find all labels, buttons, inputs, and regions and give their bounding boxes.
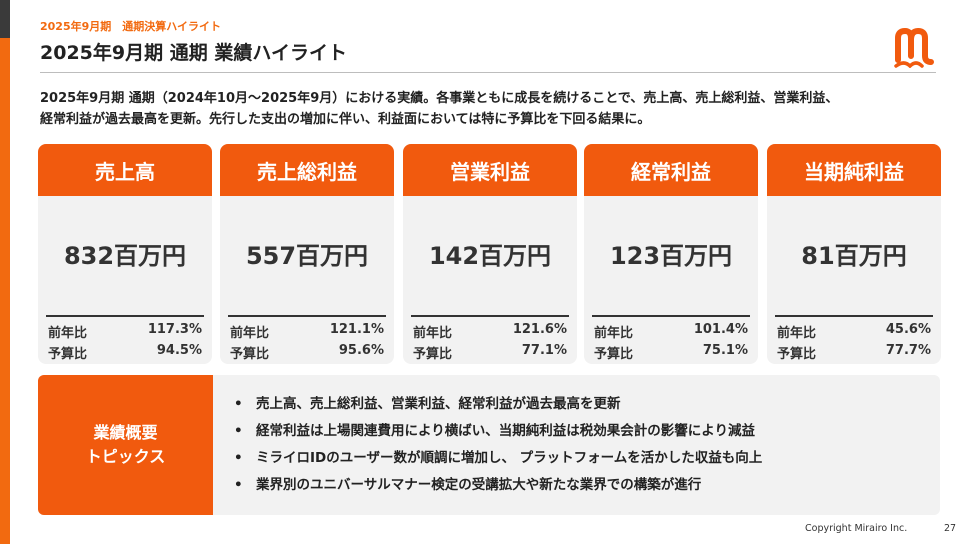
topic-text: ミライロIDのユーザー数が順調に増加し、 プラットフォームを活かした収益も向上 xyxy=(256,450,763,466)
metric-budget-label: 予算比 xyxy=(48,347,88,362)
metric-budget-value: 94.5% xyxy=(156,343,202,358)
metric-yoy-row: 前年比 121.1% xyxy=(230,322,384,341)
metric-card-ordinary-profit: 経常利益 123百万円 前年比 101.4% 予算比 75.1% xyxy=(584,144,758,364)
intro-line-2: 経常利益が過去最高を更新。先行した支出の増加に伴い、利益面においては特に予算比を… xyxy=(40,112,651,127)
metric-yoy-value: 121.6% xyxy=(512,322,567,337)
metric-budget-label: 予算比 xyxy=(230,347,270,362)
copyright-text: Copyright Mirairo Inc. xyxy=(805,523,908,534)
metric-card-value: 142百万円 xyxy=(428,242,552,270)
metric-yoy-label: 前年比 xyxy=(230,326,270,341)
list-item: • 業界別のユニバーサルマナー検定の受講拡大や新たな業界での構築が進行 xyxy=(234,475,762,502)
metric-card-value: 557百万円 xyxy=(245,242,369,270)
metric-budget-label: 予算比 xyxy=(413,347,453,362)
topics-label-line-2: トピックス xyxy=(85,447,166,466)
metric-budget-row: 予算比 77.1% xyxy=(413,343,567,362)
metric-card-value: 81百万円 xyxy=(801,242,907,270)
metric-yoy-row: 前年比 121.6% xyxy=(413,322,567,341)
metric-yoy-row: 前年比 45.6% xyxy=(777,322,931,341)
metric-card-value: 832百万円 xyxy=(63,242,187,270)
metric-card-title: 売上高 xyxy=(38,144,212,196)
page-title: 2025年9月期 通期 業績ハイライト xyxy=(40,42,347,64)
metric-budget-value: 77.7% xyxy=(885,343,931,358)
topic-text: 経常利益は上場関連費用により横ばい、当期純利益は税効果会計の影響により減益 xyxy=(256,423,755,439)
title-divider xyxy=(40,72,936,73)
mirairo-logo-icon xyxy=(894,28,934,68)
metric-budget-value: 75.1% xyxy=(702,343,748,358)
list-item: • ミライロIDのユーザー数が順調に増加し、 プラットフォームを活かした収益も向… xyxy=(234,448,762,475)
metric-card-value: 123百万円 xyxy=(609,242,733,270)
metric-yoy-value: 121.1% xyxy=(329,322,384,337)
metric-budget-value: 77.1% xyxy=(521,343,567,358)
metric-yoy-value: 117.3% xyxy=(147,322,202,337)
topics-label: 業績概要 トピックス xyxy=(38,375,213,515)
bullet-icon: • xyxy=(234,477,243,493)
metric-card-title: 売上総利益 xyxy=(220,144,394,196)
topics-label-line-1: 業績概要 xyxy=(93,423,158,442)
metric-yoy-label: 前年比 xyxy=(594,326,634,341)
metric-yoy-row: 前年比 117.3% xyxy=(48,322,202,341)
metric-budget-row: 予算比 95.6% xyxy=(230,343,384,362)
metric-budget-value: 95.6% xyxy=(338,343,384,358)
metric-budget-row: 予算比 75.1% xyxy=(594,343,748,362)
bullet-icon: • xyxy=(234,450,243,466)
metric-card-title: 当期純利益 xyxy=(767,144,941,196)
metric-card-gross-profit: 売上総利益 557百万円 前年比 121.1% 予算比 95.6% xyxy=(220,144,394,364)
metric-card-net-income: 当期純利益 81百万円 前年比 45.6% 予算比 77.7% xyxy=(767,144,941,364)
metric-yoy-label: 前年比 xyxy=(777,326,817,341)
left-accent-bar xyxy=(0,0,10,544)
metric-card-divider xyxy=(228,315,386,317)
topics-panel: 業績概要 トピックス • 売上高、売上総利益、営業利益、経常利益が過去最高を更新… xyxy=(38,375,940,515)
metric-card-title: 経常利益 xyxy=(584,144,758,196)
metric-card-divider xyxy=(775,315,933,317)
topic-text: 業界別のユニバーサルマナー検定の受講拡大や新たな業界での構築が進行 xyxy=(256,477,702,493)
section-eyebrow: 2025年9月期 通期決算ハイライト xyxy=(40,20,222,33)
metric-yoy-value: 45.6% xyxy=(885,322,931,337)
metric-budget-row: 予算比 94.5% xyxy=(48,343,202,362)
metric-card-divider xyxy=(46,315,204,317)
metric-yoy-label: 前年比 xyxy=(48,326,88,341)
intro-line-1: 2025年9月期 通期（2024年10月～2025年9月）における実績。各事業と… xyxy=(40,91,839,106)
topics-list: • 売上高、売上総利益、営業利益、経常利益が過去最高を更新 • 経常利益は上場関… xyxy=(234,394,762,502)
metric-budget-label: 予算比 xyxy=(594,347,634,362)
list-item: • 売上高、売上総利益、営業利益、経常利益が過去最高を更新 xyxy=(234,394,762,421)
metric-card-divider xyxy=(592,315,750,317)
metric-yoy-label: 前年比 xyxy=(413,326,453,341)
bullet-icon: • xyxy=(234,396,243,412)
page-number: 27 xyxy=(944,523,957,534)
intro-text: 2025年9月期 通期（2024年10月～2025年9月）における実績。各事業と… xyxy=(40,88,940,130)
metric-card-operating-profit: 営業利益 142百万円 前年比 121.6% 予算比 77.1% xyxy=(403,144,577,364)
metric-budget-label: 予算比 xyxy=(777,347,817,362)
metric-yoy-value: 101.4% xyxy=(693,322,748,337)
metric-card-title: 営業利益 xyxy=(403,144,577,196)
metric-card-sales: 売上高 832百万円 前年比 117.3% 予算比 94.5% xyxy=(38,144,212,364)
metric-yoy-row: 前年比 101.4% xyxy=(594,322,748,341)
topic-text: 売上高、売上総利益、営業利益、経常利益が過去最高を更新 xyxy=(256,396,621,412)
list-item: • 経常利益は上場関連費用により横ばい、当期純利益は税効果会計の影響により減益 xyxy=(234,421,762,448)
metric-budget-row: 予算比 77.7% xyxy=(777,343,931,362)
metric-card-divider xyxy=(411,315,569,317)
bullet-icon: • xyxy=(234,423,243,439)
